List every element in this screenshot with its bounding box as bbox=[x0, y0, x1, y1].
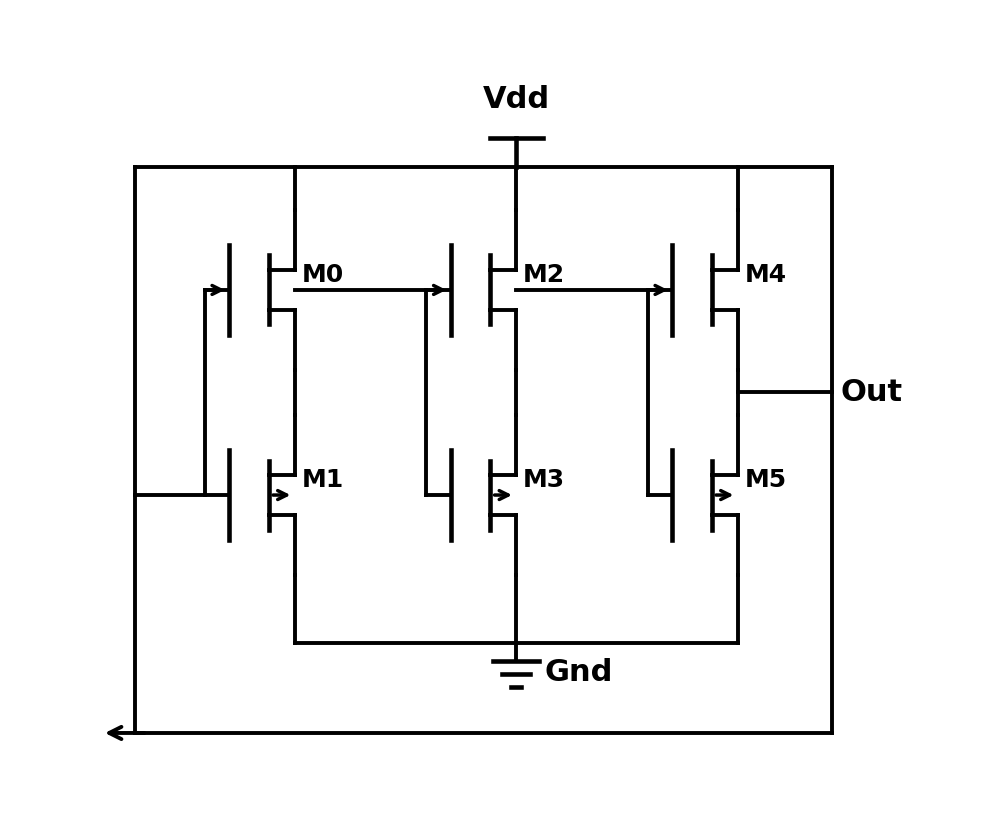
Text: Out: Out bbox=[840, 378, 903, 407]
Text: Vdd: Vdd bbox=[483, 84, 550, 113]
Text: Gnd: Gnd bbox=[544, 657, 613, 686]
Text: M0: M0 bbox=[301, 263, 344, 287]
Text: M4: M4 bbox=[744, 263, 787, 287]
Text: M3: M3 bbox=[523, 468, 565, 492]
Text: M1: M1 bbox=[301, 468, 344, 492]
Text: M5: M5 bbox=[744, 468, 787, 492]
Text: M2: M2 bbox=[523, 263, 565, 287]
